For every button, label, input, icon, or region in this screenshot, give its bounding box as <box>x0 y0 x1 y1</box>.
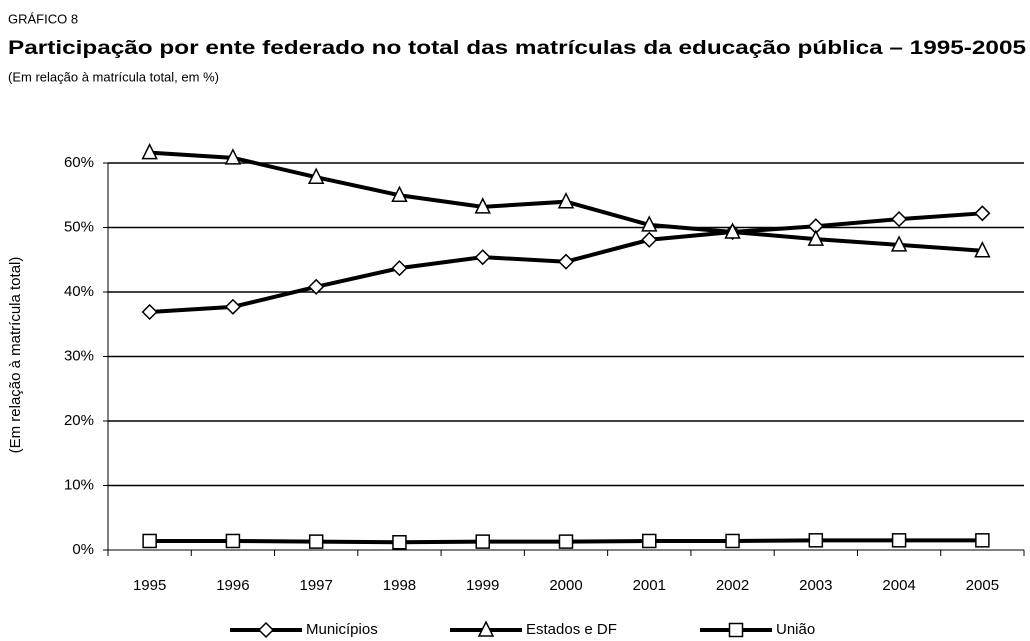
marker <box>224 298 241 315</box>
marker <box>641 231 658 248</box>
marker <box>141 303 158 321</box>
marker <box>641 215 658 232</box>
x-tick-label: 2002 <box>716 577 749 594</box>
marker <box>474 249 491 266</box>
legend-marker <box>728 622 744 638</box>
marker <box>974 205 991 222</box>
marker <box>807 229 825 246</box>
marker <box>808 533 824 548</box>
marker <box>475 534 490 549</box>
marker <box>724 222 741 239</box>
x-tick-label: 2001 <box>633 577 666 594</box>
legend-label: Municípios <box>306 621 378 638</box>
chart-subtitle: (Em relação à matrícula total, em %) <box>8 69 219 84</box>
marker <box>142 533 157 549</box>
legend-marker <box>257 621 275 639</box>
marker <box>391 260 408 277</box>
marker <box>474 197 491 214</box>
marker <box>224 148 242 165</box>
marker <box>975 533 990 548</box>
marker <box>308 534 324 549</box>
x-tick-label: 2004 <box>882 577 915 594</box>
y-tick-label: 10% <box>64 476 94 493</box>
marker <box>558 534 574 549</box>
y-tick-label: 0% <box>72 541 94 558</box>
chart-title: Participação por ente federado no total … <box>8 38 1027 59</box>
marker <box>891 533 907 548</box>
marker <box>725 533 740 549</box>
marker <box>642 533 657 549</box>
x-tick-label: 1997 <box>299 577 332 594</box>
legend-marker <box>477 620 495 637</box>
marker <box>891 211 908 228</box>
y-tick-label: 20% <box>64 412 94 429</box>
y-tick-label: 40% <box>64 283 94 300</box>
marker <box>392 535 407 550</box>
y-tick-label: 60% <box>64 154 94 171</box>
legend-label: União <box>776 621 815 638</box>
x-tick-label: 2005 <box>966 577 999 594</box>
marker <box>890 235 908 252</box>
marker <box>141 143 158 160</box>
x-tick-label: 1995 <box>133 577 166 594</box>
legend-label: Estados e DF <box>526 621 617 638</box>
marker <box>557 192 575 209</box>
y-axis-label: (Em relação à matrícula total) <box>7 257 24 454</box>
x-tick-label: 2000 <box>549 577 582 594</box>
x-tick-label: 1999 <box>466 577 499 594</box>
marker <box>225 533 241 549</box>
marker <box>307 167 325 184</box>
x-tick-label: 2003 <box>799 577 832 594</box>
marker <box>557 253 575 270</box>
marker <box>308 278 325 295</box>
x-tick-label: 1998 <box>383 577 416 594</box>
chart-label: GRÁFICO 8 <box>8 11 78 26</box>
marker <box>391 185 408 202</box>
x-tick-label: 1996 <box>216 577 249 594</box>
marker <box>974 241 991 258</box>
y-tick-label: 50% <box>64 218 94 235</box>
y-tick-label: 30% <box>64 347 94 364</box>
